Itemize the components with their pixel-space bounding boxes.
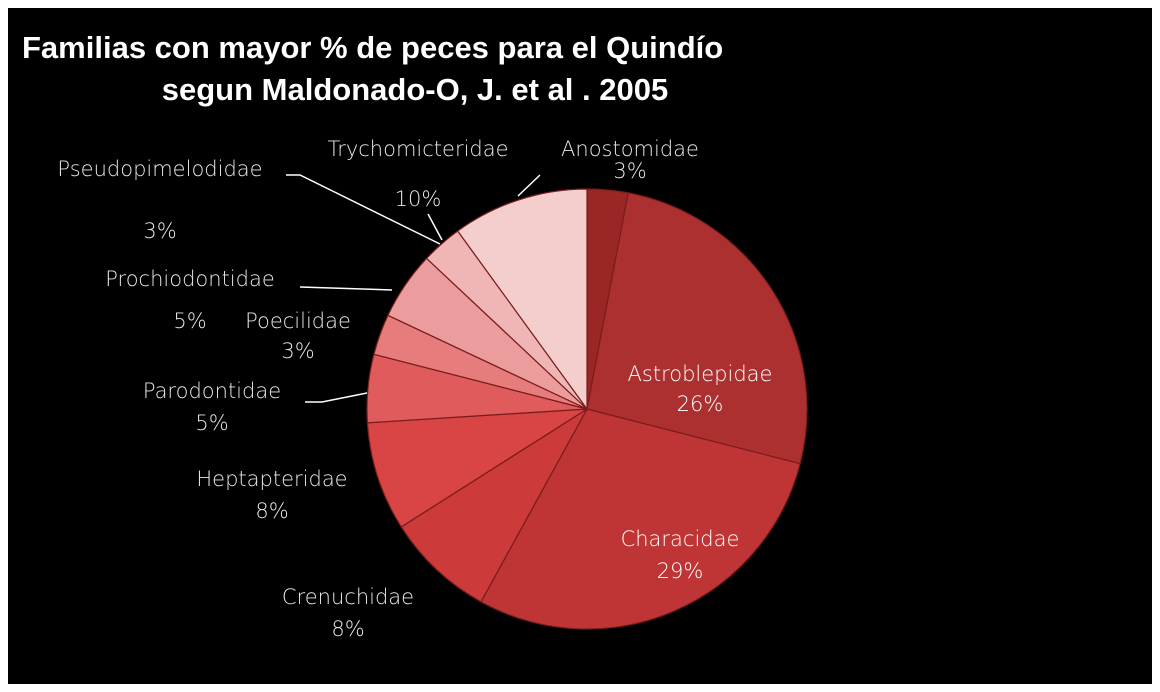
- chart-title: segun Maldonado-O, J. et al . 2005: [162, 72, 668, 107]
- slice-label: Prochiodontidae: [105, 267, 275, 291]
- slice-label: Pseudopimelodidae: [57, 157, 262, 181]
- pie-slice: [480, 408, 801, 630]
- slice-value-label: 10%: [395, 187, 442, 211]
- slice-label: Anostomidae: [561, 137, 699, 161]
- leader-lines: [286, 174, 541, 403]
- leader-line: [517, 174, 541, 197]
- pie-slice: [400, 408, 588, 603]
- slice-value-label: 3%: [613, 159, 646, 183]
- slice-value-label: 3%: [143, 219, 176, 243]
- slice-label: Heptapteridae: [196, 467, 347, 491]
- slice-value-label: 5%: [195, 411, 228, 435]
- leader-line: [299, 286, 393, 291]
- slice-value-label: 8%: [331, 617, 364, 641]
- slice-value-label: 8%: [255, 499, 288, 523]
- pie-slice: [586, 192, 808, 465]
- pie-slice: [456, 188, 588, 411]
- leader-line: [427, 213, 443, 241]
- leader-line: [286, 174, 441, 245]
- slice-label: Crenuchidae: [282, 585, 414, 609]
- pie-slice: [366, 408, 588, 528]
- chart-title: Familias con mayor % de peces para el Qu…: [22, 30, 723, 65]
- slice-label: Parodontidae: [143, 379, 281, 403]
- slice-label: Astroblepidae: [628, 362, 773, 386]
- slice-label: Trychomicteridae: [327, 137, 508, 161]
- slice-label: Characidae: [621, 527, 740, 551]
- slice-value-label: 5%: [173, 309, 206, 333]
- slice-value-label: 26%: [677, 392, 724, 416]
- slice-value-label: 29%: [657, 559, 704, 583]
- leader-line: [305, 391, 373, 403]
- slice-label: Poecilidae: [245, 309, 351, 333]
- slice-value-label: 3%: [281, 339, 314, 363]
